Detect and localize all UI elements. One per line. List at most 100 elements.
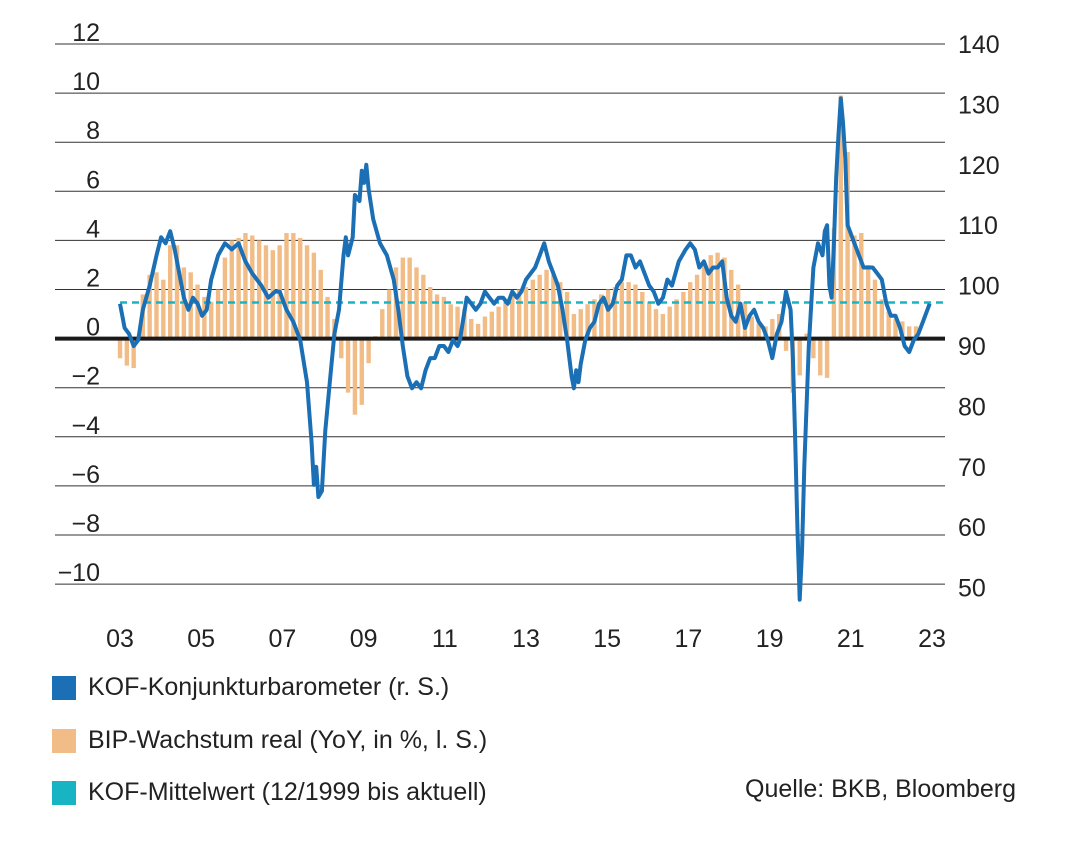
gdp-bar [626, 282, 631, 339]
legend-item-gdp: BIP-Wachstum real (YoY, in %, l. S.) [52, 726, 487, 755]
gdp-bar [202, 296, 207, 339]
gdp-bar [117, 338, 123, 359]
legend-swatch-kof [52, 675, 76, 700]
left-tick-label: 2 [86, 265, 100, 293]
x-tick-label: 11 [432, 625, 458, 653]
left-tick-label: 10 [72, 68, 100, 96]
right-tick-label: 110 [958, 212, 998, 240]
gdp-bar [510, 294, 515, 339]
x-tick-label: 09 [350, 625, 378, 653]
legend-label-mean: KOF-Mittelwert (12/1999 bis aktuell) [88, 778, 487, 806]
x-tick-label: 19 [756, 625, 784, 653]
x-tick-label: 07 [268, 625, 296, 653]
legend-swatch-gdp [52, 728, 76, 753]
left-tick-label: 6 [86, 166, 100, 194]
left-tick-label: 12 [72, 19, 100, 47]
gdp-bar [619, 282, 624, 339]
gdp-bar [804, 333, 809, 339]
right-tick-label: 80 [958, 393, 986, 421]
gdp-bar [469, 318, 474, 339]
gdp-bar [311, 252, 317, 339]
gdp-bar [131, 338, 136, 369]
gdp-bar [380, 309, 385, 339]
gdp-bar [400, 257, 406, 339]
gdp-bar [756, 323, 761, 339]
x-tick-label: 21 [837, 625, 865, 653]
gdp-bar [681, 291, 686, 339]
gdp-bar [824, 338, 830, 378]
gdp-bar [688, 282, 693, 339]
gdp-bar [345, 338, 351, 393]
left-tick-label: 8 [86, 117, 100, 145]
gdp-bar [434, 294, 440, 339]
gdp-bar [455, 306, 460, 339]
gdp-bar [551, 274, 556, 339]
gdp-bar [838, 95, 843, 339]
left-axis-tick-labels: 12 10 8 6 4 2 0 −2 −4 −6 −8 −10 [58, 19, 101, 587]
gdp-bar [564, 291, 570, 339]
gdp-bar [599, 294, 604, 339]
gdp-bar [653, 309, 659, 339]
gdp-bar [161, 279, 166, 339]
gdp-bar [147, 274, 152, 339]
left-tick-label: −8 [71, 510, 100, 538]
gdp-bar [174, 245, 180, 339]
x-tick-label: 13 [512, 625, 540, 653]
gdp-bar [544, 269, 549, 339]
gdp-bar [407, 257, 412, 339]
legend-label-kof: KOF-Konjunkturbarometer (r. S.) [88, 673, 450, 701]
gdp-bar [859, 233, 864, 339]
gdp-bar [818, 338, 823, 376]
gdp-bar [558, 282, 563, 339]
gdp-bar [414, 267, 419, 339]
right-axis-tick-labels: 140 130 120 110 100 90 80 70 60 50 [958, 31, 1000, 603]
left-tick-label: −6 [71, 461, 100, 489]
gdp-bar [811, 338, 816, 359]
gdp-bar [243, 233, 248, 339]
gdp-bar [489, 311, 494, 339]
right-tick-label: 130 [958, 91, 1000, 119]
x-tick-label: 15 [593, 625, 621, 653]
kof-line [118, 96, 932, 602]
gdp-bar [893, 318, 898, 339]
gdp-bar [660, 314, 666, 339]
source-note: Quelle: BKB, Bloomberg [745, 775, 1016, 803]
left-tick-label: −4 [71, 412, 100, 440]
gdp-bar [428, 287, 433, 339]
x-axis-tick-labels: 03 05 07 09 11 13 15 17 19 21 23 [106, 625, 946, 653]
right-tick-label: 100 [958, 273, 1000, 301]
gdp-bar [906, 326, 912, 339]
gdp-bar [646, 301, 652, 339]
gdp-bar [421, 274, 426, 339]
gdp-bar [845, 152, 850, 339]
left-tick-label: 0 [86, 314, 100, 342]
left-tick-label: −2 [71, 363, 100, 391]
gdp-bar [441, 296, 447, 339]
gdp-bar [250, 235, 255, 339]
gdp-bar [366, 338, 371, 364]
gdp-bar [475, 323, 481, 339]
gdp-bar [694, 274, 700, 339]
gdp-bar [537, 274, 542, 339]
gdp-bar [722, 257, 727, 339]
gdp-bar [674, 299, 679, 339]
gdp-bar [167, 245, 173, 339]
gdp-bar [523, 287, 529, 339]
gdp-bar [612, 287, 618, 339]
gdp-bar [516, 289, 522, 339]
gdp-bar [852, 235, 857, 339]
gdp-bar [585, 304, 590, 339]
gdp-bar [318, 269, 323, 339]
gdp-bar [879, 299, 885, 339]
gdp-bar [284, 233, 289, 339]
legend-swatch-mean [52, 780, 76, 805]
gdp-bar [640, 291, 645, 339]
right-tick-label: 60 [958, 514, 986, 542]
gdp-bar [291, 233, 296, 339]
x-tick-label: 05 [187, 625, 215, 653]
right-tick-label: 90 [958, 333, 986, 361]
gdp-bar [783, 338, 789, 351]
gdp-bar [578, 309, 583, 339]
gdp-bar [749, 316, 755, 339]
gdp-bar [229, 240, 234, 339]
